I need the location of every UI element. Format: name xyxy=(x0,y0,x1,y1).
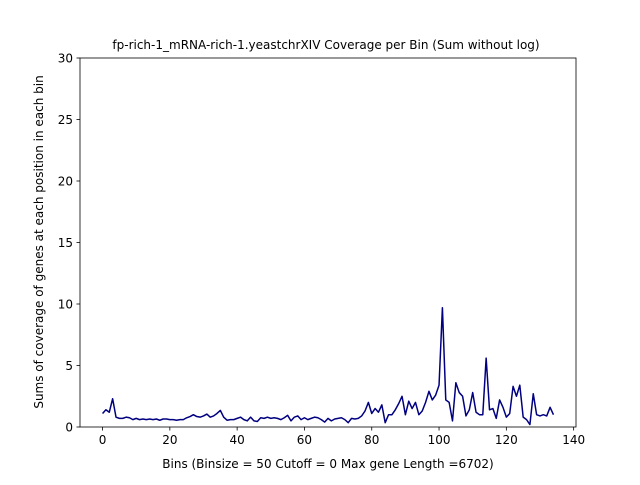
x-tick-label: 0 xyxy=(99,433,107,447)
x-tick-label: 80 xyxy=(364,433,379,447)
y-tick-label: 20 xyxy=(58,175,73,189)
y-tick-label: 10 xyxy=(58,298,73,312)
x-tick-label: 100 xyxy=(428,433,451,447)
x-tick-label: 20 xyxy=(162,433,177,447)
y-tick-label: 30 xyxy=(58,52,73,66)
plot-area: 0 20 40 60 80 100 120 140 0 5 10 15 20 25 30 xyxy=(58,52,585,448)
x-tick-label: 60 xyxy=(297,433,312,447)
series-line-0 xyxy=(101,306,555,426)
x-tick-label: 40 xyxy=(230,433,245,447)
chart-title: fp-rich-1_mRNA-rich-1.yeastchrXIV Covera… xyxy=(112,38,539,52)
y-axis-label: Sums of coverage of genes at each positi… xyxy=(32,75,46,408)
plot-frame xyxy=(79,57,577,428)
x-tick-label: 140 xyxy=(562,433,585,447)
x-tick-label: 120 xyxy=(495,433,518,447)
y-tick-label: 5 xyxy=(65,359,73,373)
y-tick-label: 15 xyxy=(58,236,73,250)
y-tick-label: 0 xyxy=(65,421,73,435)
x-axis-label: Bins (Binsize = 50 Cutoff = 0 Max gene L… xyxy=(162,457,493,471)
y-tick-label: 25 xyxy=(58,113,73,127)
